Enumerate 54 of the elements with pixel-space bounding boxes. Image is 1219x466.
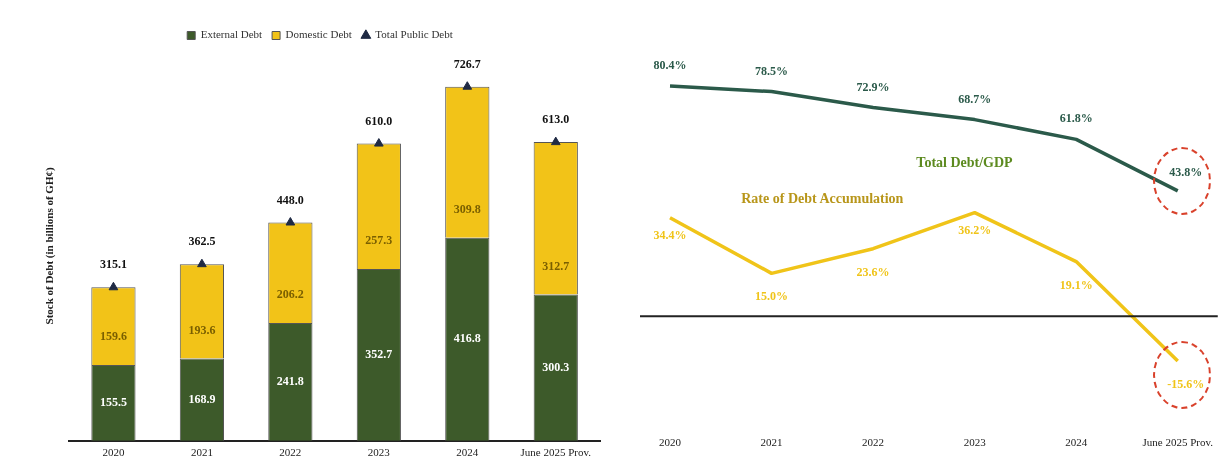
data-label: 610.0 [365, 113, 393, 128]
data-label: 155.5 [99, 395, 127, 410]
x-tick-label: 2024 [456, 446, 479, 459]
x-tick-label: 2021 [190, 446, 213, 459]
data-label: 168.9 [188, 391, 216, 406]
data-label: 159.6 [99, 329, 127, 344]
data-label: 61.8% [1059, 111, 1093, 126]
data-label: 362.5 [188, 234, 216, 249]
data-label: 309.8 [453, 201, 481, 216]
data-label: 68.7% [958, 91, 992, 106]
data-label: 352.7 [365, 346, 393, 361]
x-tick-label: 2020 [102, 446, 125, 459]
x-tick-label: 2023 [367, 446, 391, 459]
data-label: 36.2% [958, 222, 992, 237]
x-tick-label: June 2025 Prov. [1142, 436, 1214, 449]
data-label: 315.1 [99, 257, 127, 272]
x-tick-label: 2024 [1065, 436, 1088, 449]
data-label: 312.7 [542, 258, 570, 273]
x-tick-label: 2023 [963, 436, 987, 449]
data-label: -15.6% [1167, 377, 1205, 392]
series-label: Total Debt/GDP [916, 155, 1014, 171]
x-tick-label: 2022 [279, 446, 302, 459]
point [197, 258, 207, 268]
data-label: 78.5% [755, 63, 789, 78]
point [462, 81, 473, 90]
data-label: 34.4% [653, 227, 687, 242]
point [285, 217, 296, 226]
data-label: 80.4% [653, 58, 687, 73]
point [374, 138, 384, 147]
data-label: 72.9% [856, 79, 890, 94]
x-tick-label: June 2025 Prov. [520, 446, 592, 459]
data-label: 726.7 [453, 56, 481, 71]
point [550, 136, 561, 146]
y-axis-title: Stock of Debt (in billions of GH¢) [43, 167, 57, 325]
data-label: 19.1% [1059, 277, 1093, 292]
legend-label: Total Public Debt [375, 28, 453, 41]
data-label: 241.8 [276, 373, 304, 388]
text: Rate of Debt Accumulation [741, 191, 904, 207]
data-label: 15.0% [755, 289, 789, 304]
x-tick-label: 2022 [862, 436, 885, 449]
point [108, 281, 119, 291]
data-label: 43.8% [1169, 164, 1203, 179]
data-label: 23.6% [856, 264, 890, 279]
data-label: 257.3 [365, 233, 393, 248]
data-label: 613.0 [542, 112, 570, 127]
data-label: 206.2 [276, 287, 304, 302]
data-label: 300.3 [542, 359, 570, 374]
data-label: 448.0 [276, 192, 304, 207]
x-tick-label: 2020 [659, 436, 682, 449]
data-label: 416.8 [453, 331, 481, 346]
data-label: 193.6 [188, 322, 216, 337]
x-tick-label: 2021 [760, 436, 783, 449]
legend-label: External Debt [200, 28, 263, 41]
legend-label: Domestic Debt [285, 28, 352, 41]
